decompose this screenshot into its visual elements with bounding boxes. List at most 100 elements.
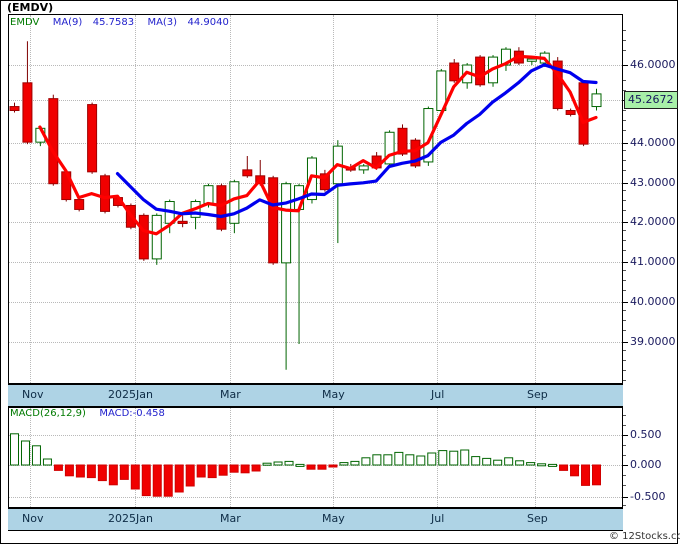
date-tick-sep: Sep [527,388,548,401]
macd-histogram-bar [141,464,151,497]
price-tick-mark [623,183,628,184]
price-tick-label: 42.0000 [630,215,676,228]
candle-body [22,82,33,143]
macd-histogram-bar [592,464,601,486]
candle-body [151,214,162,260]
price-minor-tick [623,230,626,231]
candle-body [397,127,408,155]
macd-histogram-bar [53,464,63,471]
macd-histogram-bar [284,460,294,466]
macd-date-tick-2025jan: 2025Jan [108,512,153,525]
macd-histogram-bar [10,433,19,466]
price-minor-tick [623,190,626,191]
date-tick-mar: Mar [220,388,241,401]
macd-histogram-bar [317,464,327,470]
legend-symbol: EMDV [10,17,40,28]
macd-histogram-bar [174,464,184,493]
macd-histogram-bar [361,457,371,466]
price-gridline-v [135,15,136,383]
macd-minor-tick [623,425,626,426]
macd-histogram-bar [207,464,217,479]
price-date-band: Nov 2025Jan Mar May Jul Sep [8,384,623,407]
macd-gridline-v [333,408,334,507]
price-minor-tick [623,130,626,131]
candle-body [177,220,188,225]
macd-histogram-bar [427,452,437,466]
legend-ma3-value: 44.9040 [187,17,229,28]
macd-minor-tick [623,455,626,456]
date-tick-jul: Jul [431,388,445,401]
price-axis-left [8,14,9,384]
macd-minor-tick [623,445,626,446]
ma-slow-line [115,63,598,219]
price-minor-tick [623,360,626,361]
price-minor-tick [623,170,626,171]
price-gridline [9,143,622,144]
macd-histogram-bar [108,464,118,486]
macd-histogram-bar [405,454,415,466]
macd-histogram-bar [471,456,481,466]
page-title: (EMDV) [7,1,54,14]
macd-histogram-bar [416,455,426,466]
candle-body [268,177,279,264]
macd-axis-bottom [8,507,623,508]
price-minor-tick [623,160,626,161]
date-tick-may: May [322,388,345,401]
copyright-notice: © 12Stocks.com [609,531,680,542]
macd-histogram-bar [339,462,349,466]
macd-date-tick-nov: Nov [22,512,44,525]
price-legend: EMDV MA(9) 45.7583 MA(3) 44.9040 [10,17,229,28]
candle-body [384,131,395,165]
candle-body [410,139,421,167]
price-minor-tick [623,330,626,331]
legend-macd-value: MACD:-0.458 [99,408,165,419]
candle-body [138,214,149,260]
macd-histogram-bar [504,457,514,466]
macd-histogram-bar [218,464,228,476]
price-tick-mark [623,342,628,343]
macd-histogram-bar [42,458,52,466]
price-minor-tick [623,280,626,281]
price-minor-tick [623,50,626,51]
macd-gridline [9,465,622,466]
macd-histogram-bar [262,462,272,466]
candle-body [319,173,330,191]
macd-minor-tick [623,415,626,416]
price-minor-tick [623,380,626,381]
macd-minor-tick [623,485,626,486]
macd-gridline-v [535,408,536,507]
macd-histogram-bar [273,461,283,466]
macd-histogram-bar [581,464,591,486]
candle-body [591,93,602,108]
price-minor-tick [623,250,626,251]
price-tick-label: 40.0000 [630,295,676,308]
macd-histogram-bar [548,463,558,467]
price-gridline-v [535,15,536,383]
macd-histogram-bar [460,449,470,466]
price-gridline [9,100,622,101]
macd-date-tick-jul: Jul [431,512,445,525]
candle-body [449,62,460,82]
price-tick-mark [623,143,628,144]
price-tick-label: 41.0000 [630,255,676,268]
price-minor-tick [623,110,626,111]
candle-body [475,56,486,86]
macd-histogram-bar [229,464,239,473]
macd-minor-tick [623,475,626,476]
macd-axis-left [8,407,9,508]
price-minor-tick [623,310,626,311]
legend-ma3-label: MA(3) [147,17,178,28]
macd-histogram-bar [295,463,305,467]
macd-date-tick-mar: Mar [220,512,241,525]
legend-ma9-value: 45.7583 [92,17,135,28]
price-minor-tick [623,200,626,201]
macd-date-band: Nov 2025Jan Mar May Jul Sep [8,508,623,531]
price-minor-tick [623,320,626,321]
macd-histogram-bar [20,440,30,466]
macd-histogram-bar [394,451,404,466]
price-gridline-v [333,15,334,383]
price-gridline [9,302,622,303]
macd-histogram-bar [64,464,74,477]
